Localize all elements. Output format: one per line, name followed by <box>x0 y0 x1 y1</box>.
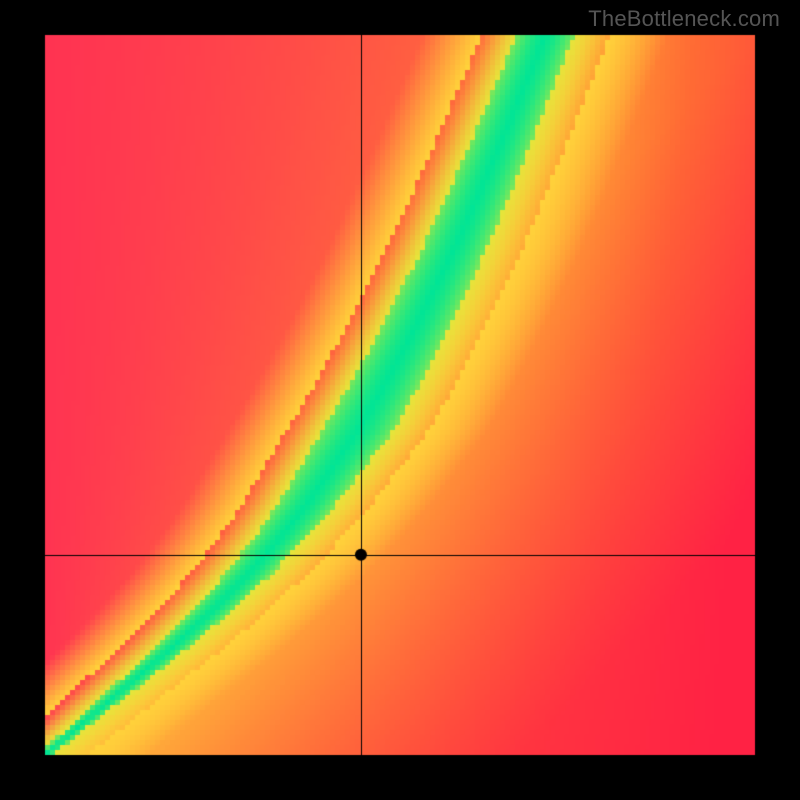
heatmap-canvas <box>0 0 800 800</box>
watermark-text: TheBottleneck.com <box>588 6 780 32</box>
